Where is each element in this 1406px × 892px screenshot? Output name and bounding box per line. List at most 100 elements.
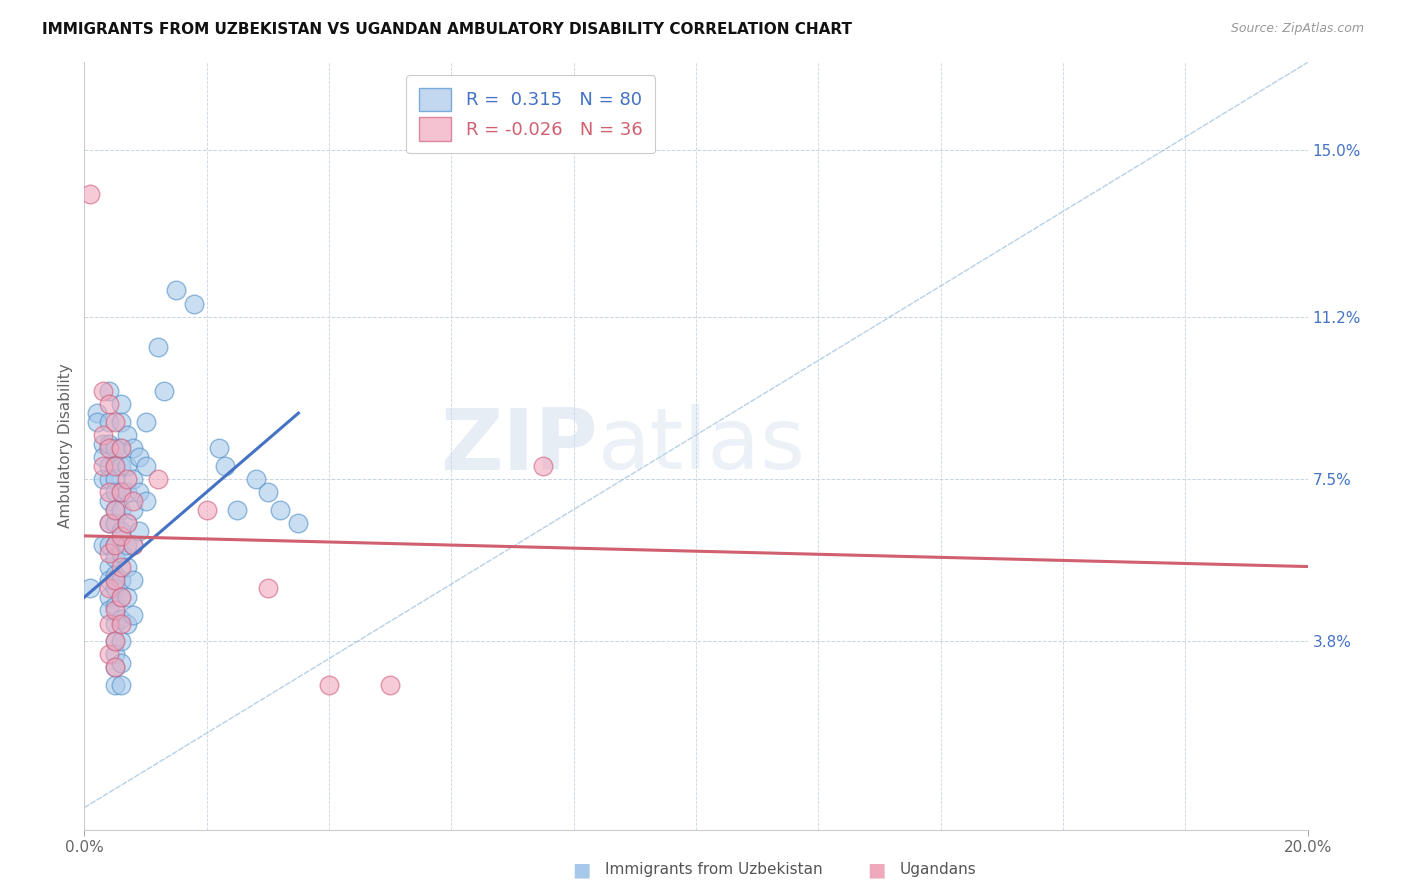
Point: [97, 573, 120, 587]
Point: [104, 538, 127, 552]
Point: [110, 678, 132, 692]
Point: [226, 502, 249, 516]
Point: [97, 493, 120, 508]
Point: [104, 485, 127, 500]
Point: [318, 678, 340, 692]
Point: [110, 502, 132, 516]
Point: [91, 538, 114, 552]
Point: [115, 485, 138, 500]
Point: [110, 573, 132, 587]
Text: Source: ZipAtlas.com: Source: ZipAtlas.com: [1230, 22, 1364, 36]
Text: Ugandans: Ugandans: [900, 863, 977, 877]
Point: [110, 591, 132, 605]
Point: [104, 415, 127, 429]
Point: [110, 441, 132, 455]
Point: [97, 546, 120, 560]
Point: [122, 441, 145, 455]
Point: [97, 538, 120, 552]
Point: [269, 502, 291, 516]
Point: [110, 546, 132, 560]
Point: [104, 568, 127, 582]
Point: [110, 415, 132, 429]
Point: [110, 397, 132, 411]
Point: [115, 616, 138, 631]
Point: [110, 591, 132, 605]
Point: [128, 485, 150, 500]
Point: [104, 678, 127, 692]
Point: [104, 647, 127, 661]
Point: [110, 529, 132, 543]
Point: [287, 516, 309, 530]
Point: [257, 582, 280, 596]
Point: [122, 573, 145, 587]
Text: ■: ■: [572, 860, 591, 880]
Point: [146, 472, 169, 486]
Point: [115, 516, 138, 530]
Point: [208, 441, 231, 455]
Point: [91, 472, 114, 486]
Point: [146, 340, 169, 354]
Point: [86, 406, 108, 420]
Point: [104, 573, 127, 587]
Point: [104, 582, 127, 596]
Point: [110, 458, 132, 473]
Point: [104, 516, 127, 530]
Point: [110, 616, 132, 631]
Legend: R =  0.315   N = 80, R = -0.026   N = 36: R = 0.315 N = 80, R = -0.026 N = 36: [406, 75, 655, 153]
Point: [104, 634, 127, 648]
Point: [104, 502, 127, 516]
Point: [110, 441, 132, 455]
Text: atlas: atlas: [598, 404, 806, 488]
Point: [110, 485, 132, 500]
Point: [115, 472, 138, 486]
Point: [91, 384, 114, 399]
Point: [115, 591, 138, 605]
Point: [214, 458, 236, 473]
Point: [91, 428, 114, 442]
Point: [115, 559, 138, 574]
Point: [110, 612, 132, 626]
Point: [128, 450, 150, 464]
Point: [380, 678, 402, 692]
Point: [122, 538, 145, 552]
Point: [122, 538, 145, 552]
Point: [110, 559, 132, 574]
Text: IMMIGRANTS FROM UZBEKISTAN VS UGANDAN AMBULATORY DISABILITY CORRELATION CHART: IMMIGRANTS FROM UZBEKISTAN VS UGANDAN AM…: [42, 22, 852, 37]
Point: [128, 524, 150, 539]
Point: [104, 458, 127, 473]
Point: [115, 538, 138, 552]
Point: [97, 591, 120, 605]
Point: [104, 599, 127, 613]
Point: [115, 516, 138, 530]
Point: [104, 538, 127, 552]
Point: [97, 384, 120, 399]
Point: [79, 582, 101, 596]
Text: Immigrants from Uzbekistan: Immigrants from Uzbekistan: [605, 863, 823, 877]
Point: [91, 437, 114, 451]
Point: [97, 616, 120, 631]
Point: [97, 485, 120, 500]
Point: [104, 441, 127, 455]
Point: [97, 559, 120, 574]
Point: [86, 415, 108, 429]
Point: [104, 660, 127, 674]
Point: [195, 502, 218, 516]
Point: [122, 607, 145, 622]
Point: [79, 186, 101, 201]
Point: [91, 458, 114, 473]
Point: [122, 472, 145, 486]
Point: [135, 493, 157, 508]
Point: [165, 284, 187, 298]
Point: [104, 472, 127, 486]
Y-axis label: Ambulatory Disability: Ambulatory Disability: [58, 364, 73, 528]
Point: [245, 472, 267, 486]
Point: [97, 472, 120, 486]
Point: [91, 450, 114, 464]
Point: [104, 660, 127, 674]
Point: [97, 582, 120, 596]
Point: [183, 296, 205, 310]
Point: [257, 485, 280, 500]
Point: [115, 458, 138, 473]
Point: [104, 634, 127, 648]
Point: [97, 647, 120, 661]
